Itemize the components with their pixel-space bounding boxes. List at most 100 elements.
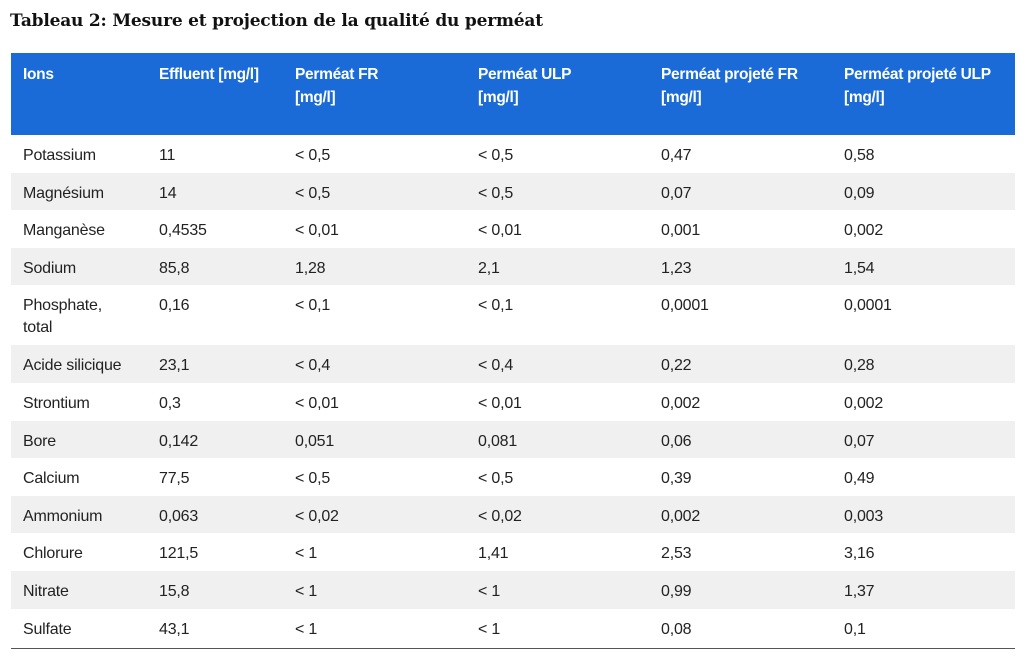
ion-name-cell: Phosphate, total xyxy=(11,285,147,345)
header-row: Ions Effluent [mg/l] Perméat FR [mg/l] Permé… xyxy=(11,53,1015,135)
value-cell-effluent: 0,3 xyxy=(159,394,181,412)
data-table-container: Ions Effluent [mg/l] Perméat FR [mg/l] Permé… xyxy=(11,53,1015,647)
table-row: Manganèse 0,4535 < 0,01 < 0,01 0,001 0,002 xyxy=(11,210,1015,248)
value-cell-permeat-projete-fr: 1,23 xyxy=(661,259,692,277)
value-cell-permeat-fr: < 0,01 xyxy=(295,394,339,412)
value-cell-permeat-ulp: < 0,01 xyxy=(478,394,522,412)
table-row: Potassium 11 < 0,5 < 0,5 0,47 0,58 xyxy=(11,135,1015,173)
value-cell-permeat-ulp: < 0,5 xyxy=(478,470,514,488)
value-cell-permeat-fr: < 0,02 xyxy=(295,507,339,525)
value-cell-permeat-projete-ulp: 0,49 xyxy=(844,470,875,488)
value-cell-permeat-ulp: < 1 xyxy=(478,582,501,600)
value-cell-permeat-projete-fr: 0,06 xyxy=(661,432,692,450)
ion-name-cell: Bore xyxy=(23,432,56,450)
value-cell-effluent: 0,063 xyxy=(159,507,199,525)
column-header-line: [mg/l] xyxy=(661,89,702,106)
value-cell-permeat-ulp: 0,081 xyxy=(478,432,518,450)
ion-name-cell: Sodium xyxy=(23,259,77,277)
column-header-permeat-fr: Perméat FR [mg/l] xyxy=(283,53,466,135)
value-cell-permeat-fr: < 1 xyxy=(295,545,318,563)
value-cell-permeat-ulp: < 0,5 xyxy=(478,184,514,202)
value-cell-permeat-ulp: < 0,4 xyxy=(478,357,514,375)
value-cell-permeat-fr: 0,051 xyxy=(295,432,335,450)
ion-name-cell: Calcium xyxy=(23,470,80,488)
value-cell-permeat-projete-fr: 0,002 xyxy=(661,507,701,525)
value-cell-permeat-ulp: < 1 xyxy=(478,620,501,638)
value-cell-permeat-projete-ulp: 0,002 xyxy=(844,394,884,412)
value-cell-permeat-projete-ulp: 0,1 xyxy=(844,620,866,638)
value-cell-permeat-projete-fr: 0,08 xyxy=(661,620,692,638)
value-cell-effluent: 11 xyxy=(159,147,176,164)
table-row: Ammonium 0,063 < 0,02 < 0,02 0,002 0,003 xyxy=(11,495,1015,534)
value-cell-effluent: 85,8 xyxy=(159,259,190,277)
value-cell-permeat-projete-fr: 0,07 xyxy=(661,184,692,202)
value-cell-permeat-ulp: < 0,01 xyxy=(478,222,522,240)
value-cell-effluent: 121,5 xyxy=(159,545,199,563)
column-header-line: Perméat FR xyxy=(295,66,379,83)
column-header-line: Perméat projeté FR xyxy=(661,66,798,83)
value-cell-permeat-projete-ulp: 0,07 xyxy=(844,432,875,450)
value-cell-permeat-fr: < 0,5 xyxy=(295,147,331,164)
table-body: Potassium 11 < 0,5 < 0,5 0,47 0,58 Magnésium 14… xyxy=(11,135,1015,647)
column-header-line: [mg/l] xyxy=(478,89,519,106)
bottom-rule xyxy=(11,648,1015,649)
value-cell-permeat-projete-fr: 0,002 xyxy=(661,394,701,412)
permeate-quality-table: Ions Effluent [mg/l] Perméat FR [mg/l] Permé… xyxy=(11,53,1015,647)
ion-name-cell: Sulfate xyxy=(23,620,72,638)
cell-line: Phosphate, xyxy=(23,297,102,315)
table-row: Acide silicique 23,1 < 0,4 < 0,4 0,22 0,28 xyxy=(11,345,1015,383)
value-cell-permeat-fr: < 0,1 xyxy=(295,297,331,315)
value-cell-permeat-projete-ulp: 0,0001 xyxy=(844,297,892,315)
column-header-line: [mg/l] xyxy=(844,89,885,106)
column-header-permeat-ulp: Perméat ULP [mg/l] xyxy=(466,53,649,135)
table-row: Bore 0,142 0,051 0,081 0,06 0,07 xyxy=(11,420,1015,459)
value-cell-permeat-fr: < 0,4 xyxy=(295,357,331,375)
table-row: Nitrate 15,8 < 1 < 1 0,99 1,37 xyxy=(11,570,1015,609)
value-cell-effluent: 23,1 xyxy=(159,357,190,375)
value-cell-effluent: 0,142 xyxy=(159,432,199,450)
value-cell-permeat-projete-fr: 0,39 xyxy=(661,470,692,488)
value-cell-permeat-fr: < 1 xyxy=(295,620,318,638)
column-header-line: [mg/l] xyxy=(295,89,336,106)
value-cell-permeat-projete-ulp: 0,002 xyxy=(844,222,884,240)
column-header-effluent: Effluent [mg/l] xyxy=(147,53,283,135)
value-cell-permeat-projete-fr: 0,99 xyxy=(661,582,692,600)
value-cell-permeat-projete-ulp: 3,16 xyxy=(844,545,875,563)
table-header: Ions Effluent [mg/l] Perméat FR [mg/l] Permé… xyxy=(11,53,1015,135)
ion-name-cell: Manganèse xyxy=(23,222,105,240)
table-row: Phosphate, total 0,16 < 0,1 < 0,1 0,0001 0,000… xyxy=(11,285,1015,346)
value-cell-permeat-projete-ulp: 1,54 xyxy=(844,259,875,277)
table-row: Magnésium 14 < 0,5 < 0,5 0,07 0,09 xyxy=(11,172,1015,211)
ion-name-cell: Magnésium xyxy=(23,184,104,202)
value-cell-permeat-fr: 1,28 xyxy=(295,259,326,277)
column-header-line: Perméat ULP xyxy=(478,66,572,83)
value-cell-permeat-projete-fr: 0,47 xyxy=(661,147,692,164)
column-header-line: Effluent [mg/l] xyxy=(159,66,259,83)
table-title: Tableau 2: Mesure et projection de la qu… xyxy=(10,11,543,31)
ion-name-cell: Chlorure xyxy=(23,545,83,563)
value-cell-effluent: 15,8 xyxy=(159,582,190,600)
ion-name-cell: Potassium xyxy=(23,147,96,164)
ion-name-cell: Nitrate xyxy=(23,582,69,600)
value-cell-permeat-ulp: 2,1 xyxy=(478,259,500,277)
value-cell-permeat-ulp: < 0,5 xyxy=(478,147,514,164)
value-cell-permeat-projete-fr: 0,0001 xyxy=(661,297,709,315)
ion-name-cell: Strontium xyxy=(23,394,90,412)
table-row: Chlorure 121,5 < 1 1,41 2,53 3,16 xyxy=(11,533,1015,571)
value-cell-effluent: 77,5 xyxy=(159,470,190,488)
table-row: Strontium 0,3 < 0,01 < 0,01 0,002 0,002 xyxy=(11,382,1015,421)
column-header-line: Perméat projeté ULP xyxy=(844,66,991,83)
column-header-permeat-projete-fr: Perméat projeté FR [mg/l] xyxy=(649,53,832,135)
value-cell-effluent: 14 xyxy=(159,184,177,202)
column-header-line: Ions xyxy=(23,66,54,83)
value-cell-permeat-projete-ulp: 0,003 xyxy=(844,507,884,525)
cell-line: total xyxy=(23,319,53,337)
value-cell-permeat-fr: < 1 xyxy=(295,582,318,600)
value-cell-permeat-projete-ulp: 0,58 xyxy=(844,147,875,164)
value-cell-permeat-ulp: < 0,1 xyxy=(478,297,514,315)
value-cell-permeat-projete-fr: 0,22 xyxy=(661,357,692,375)
value-cell-permeat-fr: < 0,01 xyxy=(295,222,339,240)
table-row: Sulfate 43,1 < 1 < 1 0,08 0,1 xyxy=(11,608,1015,647)
value-cell-effluent: 0,16 xyxy=(159,297,190,315)
table-row: Sodium 85,8 1,28 2,1 1,23 1,54 xyxy=(11,247,1015,286)
